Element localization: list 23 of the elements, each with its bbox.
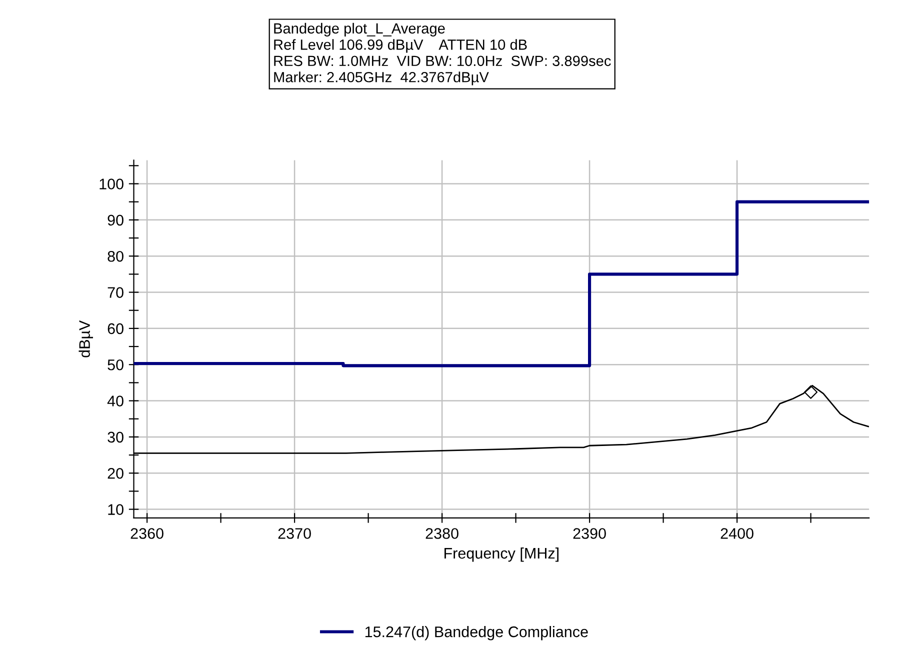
text: Ref Level 106.99 dBµV ATTEN 10 dB	[274, 39, 527, 53]
x-tick-label: 2380	[426, 528, 458, 539]
x-tick-label: 2390	[573, 528, 606, 539]
text: RES BW: 1.0MHz VID BW: 10.0Hz SWP: 3.899sec	[274, 56, 611, 66]
x-tick-label: 2370	[278, 528, 311, 539]
y-tick-label: 100	[100, 178, 124, 190]
x-axis-title: Frequency [MHz]	[444, 547, 558, 562]
x-tick-label: 2400	[720, 528, 754, 539]
y-tick-label: 60	[108, 323, 124, 334]
line-series	[134, 200, 870, 368]
y-axis-title: dBµV	[78, 320, 94, 358]
y-tick-label: 30	[108, 432, 124, 443]
y-tick-label: 80	[108, 250, 124, 262]
y-tick-label: 50	[108, 359, 124, 370]
text: Marker: 2.405GHz 42.3767dBµV	[274, 72, 489, 86]
y-tick-label: 40	[107, 396, 124, 406]
y-tick-label: 90	[108, 214, 124, 226]
text: Bandedge plot_L_Average	[274, 22, 445, 36]
y-tick-label: 20	[108, 468, 124, 479]
y-tick-label: 10	[108, 504, 124, 515]
legend-label: 15.247(d) Bandedge Compliance	[365, 626, 588, 640]
x-tick-label: 2360	[130, 528, 164, 539]
y-tick-label: 70	[108, 287, 124, 298]
